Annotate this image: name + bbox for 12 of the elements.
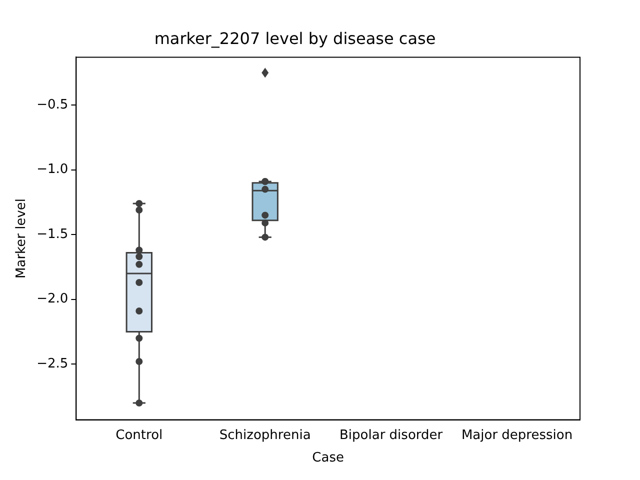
y-tick-label: −2.5: [36, 356, 68, 372]
x-tick-label: Schizophrenia: [219, 428, 311, 443]
x-tick-label: Bipolar disorder: [340, 428, 444, 443]
x-tick-label: Control: [116, 428, 163, 443]
x-tick-label: Major depression: [461, 428, 573, 443]
y-axis-title: Marker level: [14, 198, 30, 278]
y-tick-label: −2.0: [36, 292, 68, 307]
y-tick-label: −1.5: [36, 226, 68, 242]
chart-title: marker_2207 level by disease case: [154, 28, 436, 48]
y-tick-label: −1.0: [36, 162, 68, 178]
x-axis-title: Case: [312, 450, 344, 466]
y-tick-label: −0.5: [36, 97, 68, 112]
